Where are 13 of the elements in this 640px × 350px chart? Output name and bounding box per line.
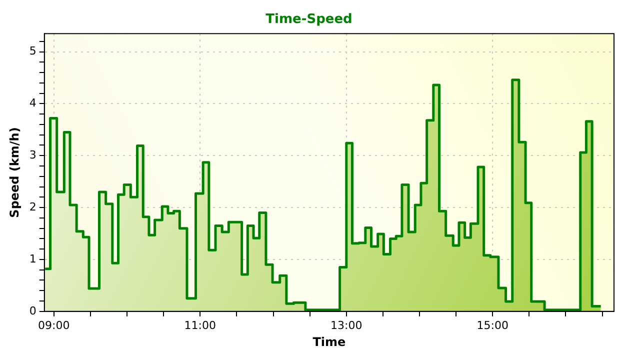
y-tick-label: 5 bbox=[29, 44, 36, 58]
y-axis-title: Speed (km/h) bbox=[7, 127, 22, 218]
x-axis-title: Time bbox=[312, 334, 346, 349]
y-tick-label: 2 bbox=[29, 200, 36, 214]
y-tick-label: 0 bbox=[29, 304, 36, 318]
x-tick-label: 09:00 bbox=[38, 318, 70, 332]
y-tick-label: 3 bbox=[29, 148, 36, 162]
x-tick-label: 13:00 bbox=[330, 318, 362, 332]
x-tick-label: 15:00 bbox=[476, 318, 508, 332]
y-tick-label: 1 bbox=[29, 252, 36, 266]
x-tick-label: 11:00 bbox=[184, 318, 216, 332]
chart-title: Time-Speed bbox=[266, 12, 352, 28]
y-tick-label: 4 bbox=[29, 96, 36, 110]
